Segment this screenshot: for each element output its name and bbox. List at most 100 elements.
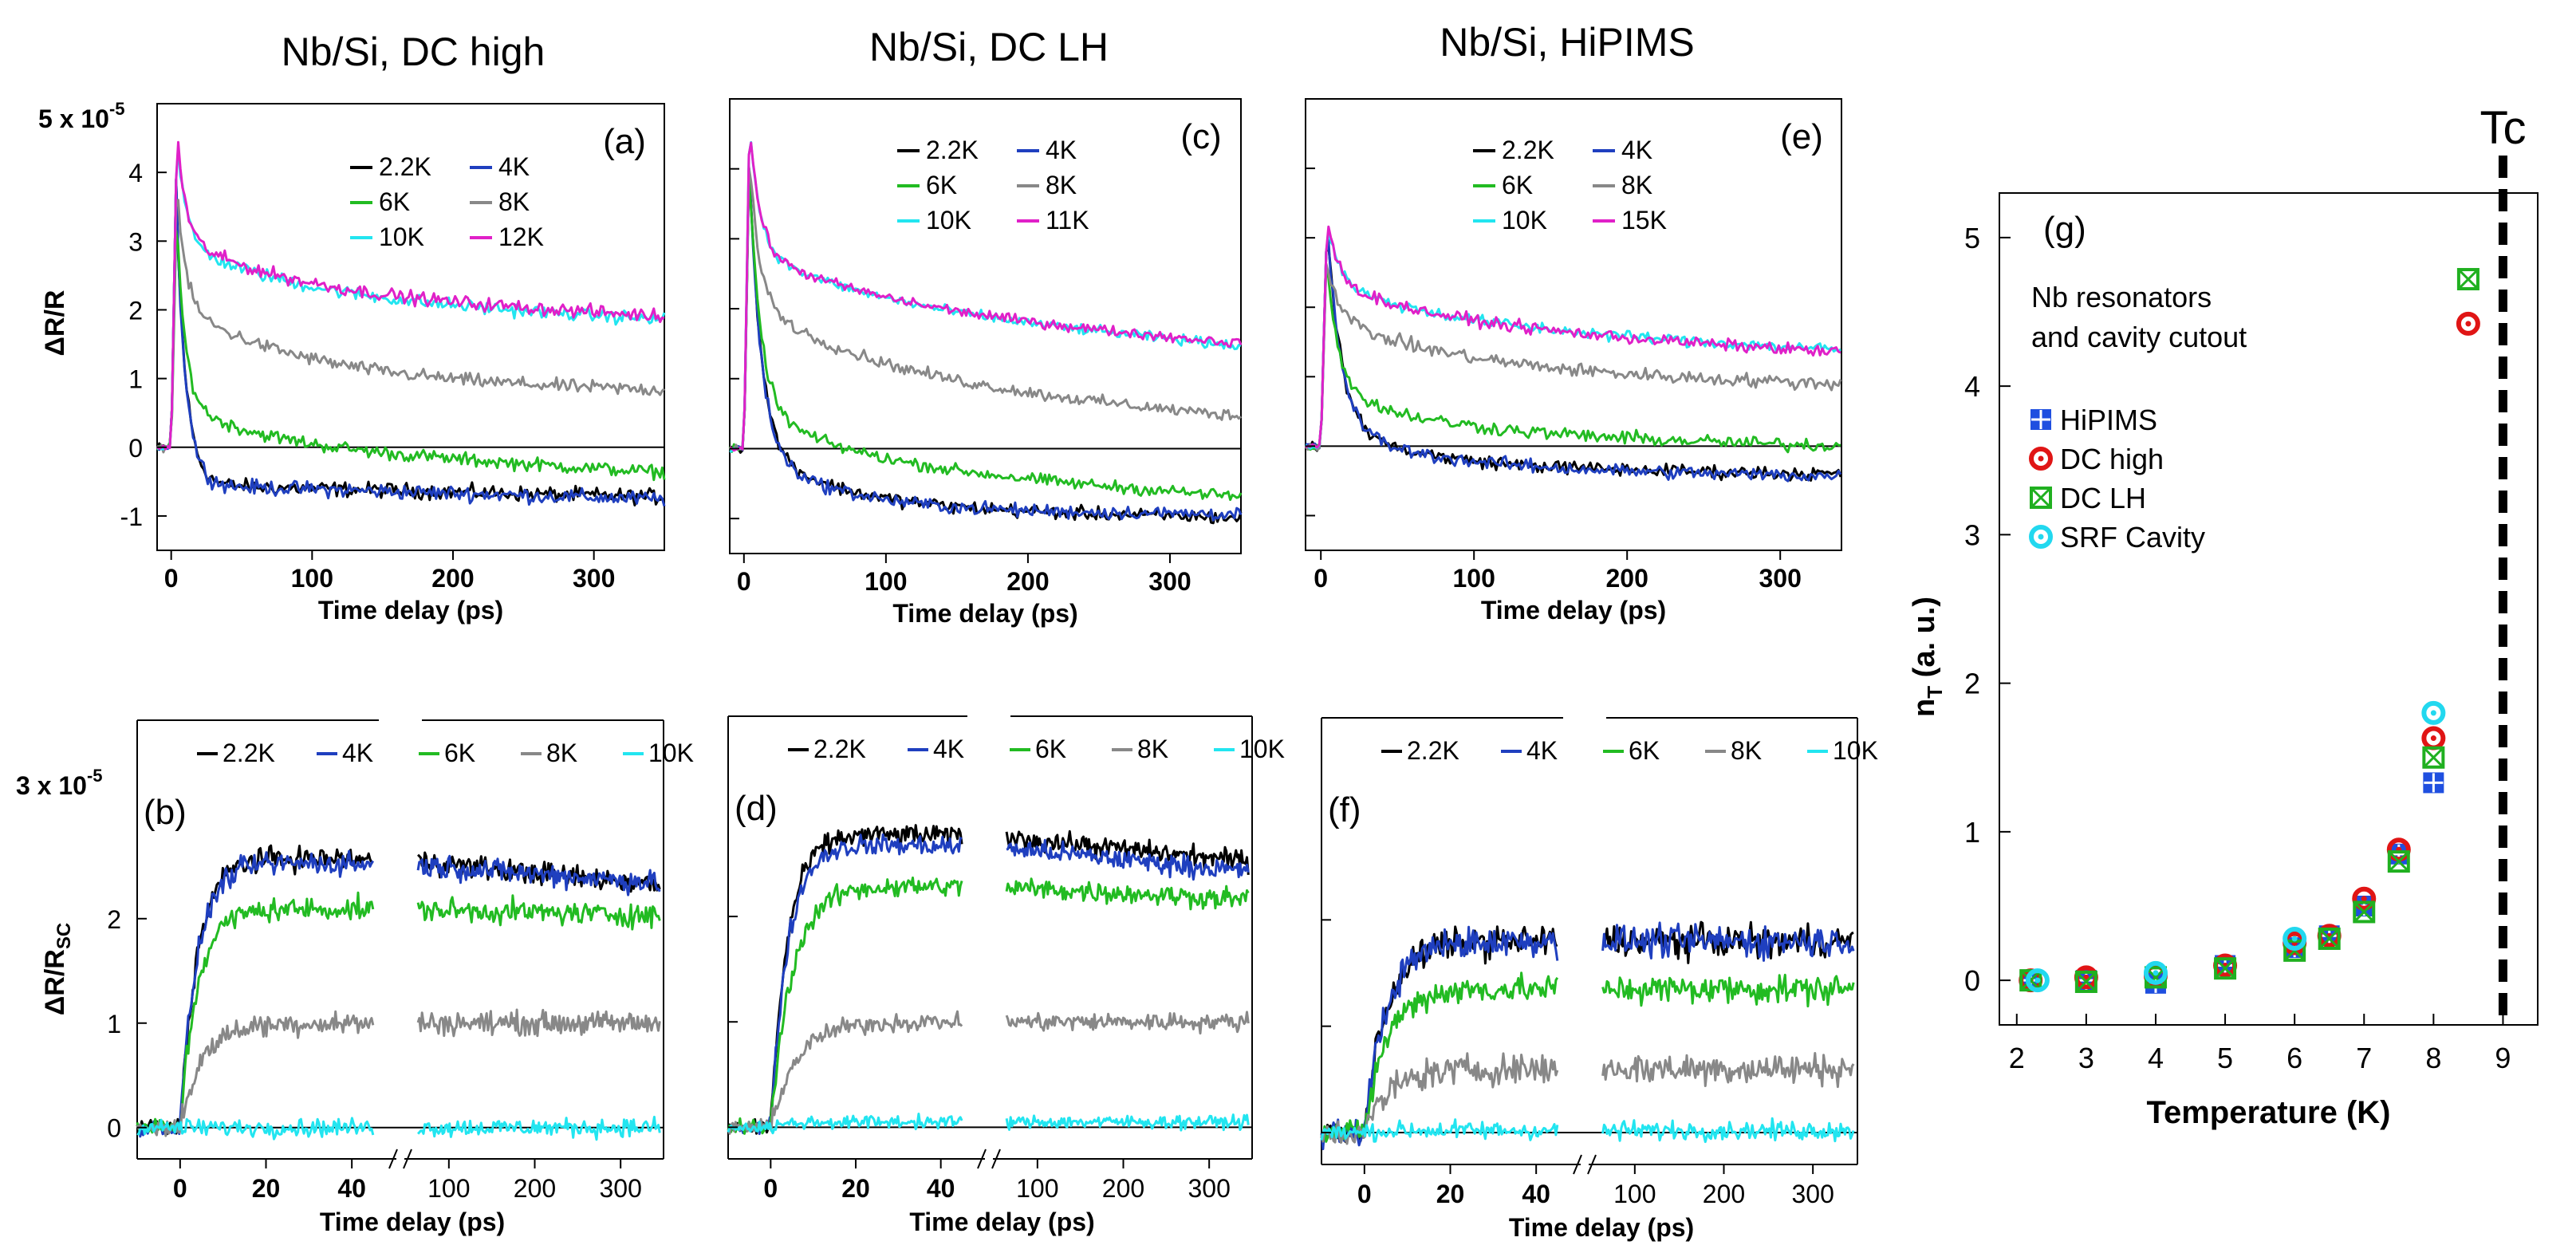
legend-label-11K: 11K <box>1046 206 1089 234</box>
y-tick-label: 1 <box>128 365 143 394</box>
legend-label-8K: 8K <box>1731 736 1762 765</box>
point-srf-cavity-dot <box>2291 936 2298 942</box>
x-tick-label: 300 <box>1759 564 1802 593</box>
x-tick-label: 3 <box>2078 1042 2094 1074</box>
point-dc-lh-x <box>2388 851 2409 873</box>
legend-label-10K: 10K <box>1239 735 1285 763</box>
trace-f-10K-short <box>1320 1118 1559 1143</box>
trace-a-8K <box>156 199 666 454</box>
x-axis-label: Time delay (ps) <box>909 1208 1094 1236</box>
point-srf-cavity <box>2283 926 2307 951</box>
legend-label-dc-lh: DC LH <box>2060 482 2146 514</box>
axis-break-mark <box>991 1149 1001 1169</box>
panel-frame-a <box>156 103 665 551</box>
x-tick-label: 9 <box>2495 1042 2511 1074</box>
legend-label-8K: 8K <box>546 739 577 767</box>
legend-label-2.2K: 2.2K <box>813 735 866 763</box>
point-dc-lh-x <box>2353 901 2375 923</box>
trace-d-6K-long <box>1005 877 1250 911</box>
x-tick-label: 2 <box>2009 1042 2025 1074</box>
x-tick-label: 40 <box>337 1174 366 1203</box>
x-tick-label: 200 <box>1006 567 1049 596</box>
x-tick-label: 100 <box>427 1174 470 1203</box>
trace-f-4K-long <box>1601 921 1855 962</box>
panel-label-d: (d) <box>735 789 778 828</box>
trace-d-4K-long <box>1006 838 1250 881</box>
x-tick-label: 100 <box>1453 564 1495 593</box>
point-srf-cavity <box>2025 968 2050 993</box>
trace-d-8K-short <box>727 1010 963 1135</box>
trace-b-10K-short <box>136 1117 375 1141</box>
trace-a-6K <box>156 229 666 482</box>
y-tick-label: -1 <box>120 502 143 531</box>
x-tick-label: 20 <box>1436 1180 1465 1208</box>
trace-c-6K <box>728 178 1243 502</box>
legend-label-6K: 6K <box>379 187 410 216</box>
bottom-scale-base: 3 x 10 <box>16 771 87 800</box>
column-title-dc-high: Nb/Si, DC high <box>282 30 546 74</box>
x-tick-label: 0 <box>1314 564 1328 593</box>
legend-label-6K: 6K <box>1502 171 1533 199</box>
x-tick-label: 8 <box>2425 1042 2441 1074</box>
legend-label-8K: 8K <box>1137 735 1168 763</box>
trace-f-2.2K-long <box>1602 920 1854 964</box>
trace-b-4K-short <box>136 849 375 1138</box>
legend-label-2.2K: 2.2K <box>1502 136 1554 164</box>
axis-break-mark <box>977 1149 987 1169</box>
legend-marker-srf-cavity <box>2029 525 2053 549</box>
panel-label-b: (b) <box>144 793 187 832</box>
trace-b-6K-long <box>416 894 661 931</box>
x-tick-label: 0 <box>737 567 751 596</box>
trace-f-8K-short <box>1320 1052 1559 1145</box>
top-scale-base: 5 x 10 <box>38 104 109 133</box>
x-tick-label: 20 <box>841 1174 870 1203</box>
x-tick-label: 300 <box>1148 567 1191 596</box>
top-y-axis-label: ΔR/R <box>40 290 70 357</box>
trace-c-2.2K <box>728 166 1243 525</box>
x-axis-label: Time delay (ps) <box>1509 1213 1694 1242</box>
trace-b-8K-short <box>136 1010 375 1137</box>
y-tick-label: 1 <box>107 1010 121 1038</box>
legend-label-srf-cavity: SRF Cavity <box>2060 521 2205 554</box>
axis-break-mark <box>1573 1154 1582 1175</box>
x-tick-label: 200 <box>1606 564 1648 593</box>
y-tick-label: 5 <box>1964 222 1980 254</box>
x-tick-label: 5 <box>2217 1042 2233 1074</box>
trace-b-6K-short <box>136 891 375 1134</box>
legend-marker-dc-lh <box>2030 487 2052 509</box>
annotation-line: Nb resonators <box>2031 281 2212 313</box>
panel-label-a: (a) <box>603 122 646 161</box>
point-dc-lh <box>2353 900 2376 924</box>
y-axis-label: nT (a. u.) <box>1908 597 1947 717</box>
legend-label-4K: 4K <box>342 739 373 767</box>
point-srf-cavity <box>2143 960 2168 985</box>
point-dc-lh <box>2422 746 2445 769</box>
x-tick-label: 100 <box>1613 1180 1656 1208</box>
legend-label-2.2K: 2.2K <box>223 739 275 767</box>
annotation-line: and cavity cutout <box>2031 321 2247 353</box>
axis-break-mark <box>388 1149 398 1169</box>
x-tick-label: 20 <box>252 1174 281 1203</box>
trace-f-10K-long <box>1601 1117 1855 1144</box>
point-srf-cavity-dot <box>2153 970 2159 976</box>
column-title-hipims: Nb/Si, HiPIMS <box>1440 20 1695 65</box>
y-tick-label: 4 <box>1964 370 1980 403</box>
panel-e: 0 100 200 300 Time delay (ps) (e) 2.2K 4K 6K 8K 10… <box>1304 98 1842 625</box>
point-dc-high <box>2456 311 2480 336</box>
legend-marker-dc-high-dot <box>2038 455 2044 462</box>
point-dc-high-dot <box>2430 735 2436 742</box>
legend-label-4K: 4K <box>498 152 530 181</box>
panel-frame-e <box>1305 98 1842 551</box>
trace-e-8K <box>1304 262 1842 451</box>
x-tick-label: 100 <box>1016 1174 1058 1203</box>
x-tick-label: 0 <box>164 564 179 593</box>
x-tick-label: 0 <box>1357 1180 1372 1208</box>
x-tick-label: 300 <box>1791 1180 1834 1208</box>
trace-d-8K-long <box>1005 1011 1250 1035</box>
trace-b-2.2K-short <box>136 844 374 1136</box>
legend-label-10K: 10K <box>379 223 424 251</box>
x-tick-label: 0 <box>173 1174 187 1203</box>
trace-d-2.2K-short <box>727 824 963 1135</box>
y-tick-label: 2 <box>128 296 143 325</box>
